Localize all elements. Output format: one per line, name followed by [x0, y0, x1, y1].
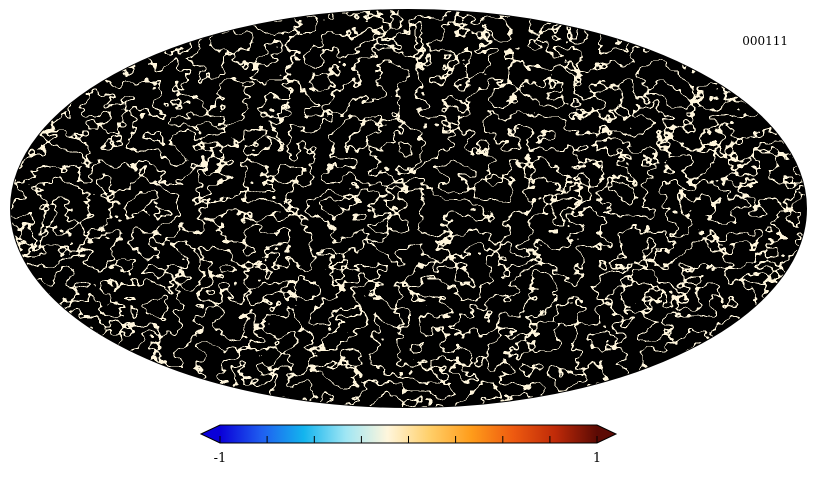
map-label: 000111 [742, 34, 788, 48]
colorbar-min-label: -1 [214, 451, 227, 466]
colorbar-min-arrow [201, 425, 220, 443]
colorbar-max-label: 1 [593, 451, 601, 466]
sky-map-band [10, 9, 807, 408]
colorbar-ticks [219, 436, 598, 443]
sky-map [10, 9, 807, 408]
map-outline [10, 9, 807, 408]
colorbar [199, 424, 618, 444]
colorbar-max-arrow [597, 425, 616, 443]
